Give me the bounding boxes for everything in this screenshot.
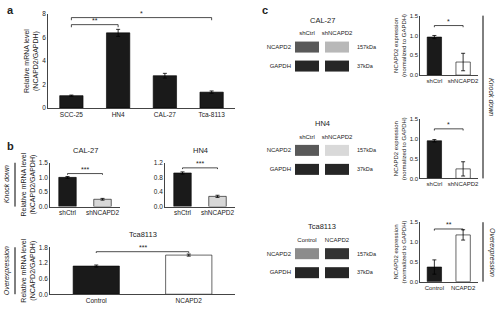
svg-text:***: *** [196,160,204,167]
svg-text:**: ** [92,17,98,24]
svg-text:1.2: 1.2 [39,259,48,266]
svg-text:0: 0 [42,104,46,111]
svg-text:NCAPD2: NCAPD2 [267,147,292,153]
svg-text:NCAPD2: NCAPD2 [267,251,292,257]
svg-text:NCAPD2 expression(normalized t: NCAPD2 expression(normalized to GAPDH) [393,220,407,283]
svg-text:Control: Control [297,237,316,243]
svg-text:shCtrl: shCtrl [59,209,77,216]
svg-text:shNCAPD2: shNCAPD2 [322,134,353,140]
svg-text:HN4: HN4 [112,111,125,118]
svg-text:shCtrl: shCtrl [174,209,192,216]
svg-text:shNCAPD2: shNCAPD2 [322,30,353,36]
svg-text:Relative mRNA level(NCAPD2/GAP: Relative mRNA level(NCAPD2/GAPDH) [23,29,40,93]
svg-text:CAL-27: CAL-27 [310,16,335,25]
svg-text:Relative mRNA level(NCAPD2/GAP: Relative mRNA level(NCAPD2/GAPDH) [20,238,37,302]
svg-text:shNCAPD2: shNCAPD2 [448,181,479,187]
svg-text:1.5: 1.5 [410,13,419,19]
svg-text:Overexpression: Overexpression [488,228,496,277]
svg-text:NCAPD2: NCAPD2 [267,44,292,50]
svg-text:1.5: 1.5 [410,116,419,122]
svg-text:NCAPD2 expression(normalized t: NCAPD2 expression(normalized to GAPDH) [393,117,407,180]
svg-text:Knock down: Knock down [488,78,495,116]
svg-text:Tca-8113: Tca-8113 [198,111,225,118]
svg-text:1.8: 1.8 [39,244,48,251]
svg-text:HN4: HN4 [193,146,208,155]
svg-text:Relative mRNA level(NCAPD2/GAP: Relative mRNA level(NCAPD2/GAPDH) [20,152,37,216]
svg-text:4: 4 [42,57,46,64]
svg-text:0.8: 0.8 [154,174,163,181]
svg-text:GAPDH: GAPDH [270,63,291,69]
svg-text:CAL-27: CAL-27 [73,146,98,155]
svg-text:0.0: 0.0 [410,72,419,78]
svg-text:HN4: HN4 [315,119,330,128]
svg-text:c: c [262,4,268,16]
svg-text:37kDa: 37kDa [357,166,374,172]
svg-text:1.2: 1.2 [154,159,163,166]
svg-text:*: * [140,10,143,17]
svg-text:NCAPD2: NCAPD2 [451,285,476,291]
svg-text:CAL-27: CAL-27 [154,111,176,118]
svg-text:37kDa: 37kDa [357,269,374,275]
svg-text:0.0: 0.0 [39,290,48,297]
svg-text:0.5: 0.5 [410,52,419,58]
svg-text:157kDa: 157kDa [357,44,377,50]
svg-text:Knock down: Knock down [3,165,10,203]
svg-text:shNCAPD2: shNCAPD2 [448,78,479,84]
svg-text:0.0: 0.0 [39,203,48,210]
svg-text:Tca8113: Tca8113 [129,230,157,239]
svg-text:***: *** [81,166,89,173]
svg-text:shCtrl: shCtrl [299,30,315,36]
svg-text:*: * [447,121,450,128]
svg-text:NCAPD2: NCAPD2 [176,297,203,304]
svg-text:***: *** [139,244,147,251]
svg-text:NCAPD2 expression(normalized t: NCAPD2 expression(normalized to GAPDH) [393,14,407,77]
svg-text:1.5: 1.5 [39,159,48,166]
svg-text:8: 8 [42,10,46,17]
svg-text:1.0: 1.0 [410,33,419,39]
svg-text:0.4: 0.4 [154,188,163,195]
svg-text:1.5: 1.5 [410,219,419,225]
svg-text:157kDa: 157kDa [357,251,377,257]
svg-text:0.6: 0.6 [39,275,48,282]
svg-text:shCtrl: shCtrl [427,181,443,187]
svg-text:Control: Control [86,297,108,304]
svg-text:1.0: 1.0 [39,174,48,181]
svg-text:0.5: 0.5 [410,259,419,265]
svg-text:6: 6 [42,34,46,41]
svg-text:shCtrl: shCtrl [427,78,443,84]
svg-text:shNCAPD2: shNCAPD2 [86,209,120,216]
svg-text:0.0: 0.0 [154,203,163,210]
svg-text:NCAPD2: NCAPD2 [325,237,350,243]
svg-text:0.0: 0.0 [410,279,419,285]
svg-text:2: 2 [42,81,46,88]
svg-text:1.0: 1.0 [410,239,419,245]
svg-text:0.5: 0.5 [39,188,48,195]
svg-text:0.0: 0.0 [410,176,419,182]
svg-text:**: ** [446,221,452,228]
svg-text:GAPDH: GAPDH [270,269,291,275]
svg-text:shNCAPD2: shNCAPD2 [201,209,235,216]
svg-text:157kDa: 157kDa [357,147,377,153]
svg-text:Control: Control [425,285,444,291]
svg-text:Tca8113: Tca8113 [308,222,336,231]
svg-text:b: b [7,140,14,152]
svg-text:SCC-25: SCC-25 [60,111,84,118]
svg-text:Overexpression: Overexpression [3,246,11,295]
svg-text:37kDa: 37kDa [357,63,374,69]
svg-text:shCtrl: shCtrl [299,134,315,140]
svg-text:*: * [447,18,450,25]
svg-text:a: a [7,4,14,16]
svg-text:0.5: 0.5 [410,156,419,162]
svg-text:GAPDH: GAPDH [270,166,291,172]
svg-text:1.0: 1.0 [410,136,419,142]
